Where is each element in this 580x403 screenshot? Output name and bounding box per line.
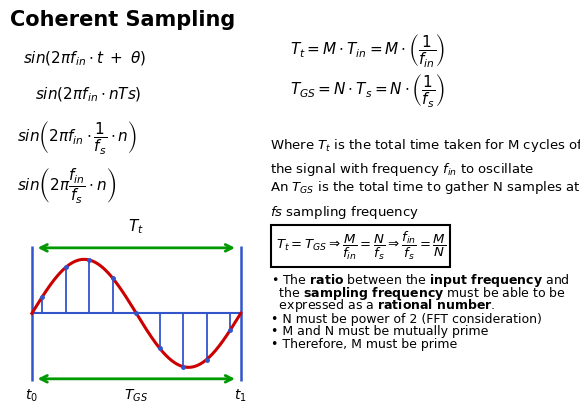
Text: $sin(2\pi f_{in} \cdot t \ + \ \theta)$: $sin(2\pi f_{in} \cdot t \ + \ \theta)$ [23, 49, 147, 68]
Text: expressed as a $\mathbf{rational\ number}$.: expressed as a $\mathbf{rational\ number… [271, 297, 495, 314]
Text: $T_{GS} = N \cdot T_s = N \cdot \left(\dfrac{1}{f_s}\right)$: $T_{GS} = N \cdot T_s = N \cdot \left(\d… [290, 72, 444, 109]
Text: $sin\left(2\pi \dfrac{f_{in}}{f_s} \cdot n\right)$: $sin\left(2\pi \dfrac{f_{in}}{f_s} \cdot… [17, 166, 117, 205]
Text: Where $T_t$ is the total time taken for M cycles of
the signal with frequency $f: Where $T_t$ is the total time taken for … [270, 137, 580, 178]
Text: • N must be power of 2 (FFT consideration): • N must be power of 2 (FFT consideratio… [271, 313, 542, 326]
Text: the $\mathbf{sampling\ frequency}$ must be able to be: the $\mathbf{sampling\ frequency}$ must … [271, 285, 566, 302]
Text: $t_0$: $t_0$ [26, 388, 38, 403]
Text: • M and N must be mutually prime: • M and N must be mutually prime [271, 325, 488, 338]
Text: • Therefore, M must be prime: • Therefore, M must be prime [271, 338, 457, 351]
Text: Coherent Sampling: Coherent Sampling [10, 10, 235, 30]
Text: An $T_{GS}$ is the total time to gather N samples at
$fs$ sampling frequency: An $T_{GS}$ is the total time to gather … [270, 179, 580, 220]
Text: $sin(2\pi f_{in} \cdot nTs)$: $sin(2\pi f_{in} \cdot nTs)$ [35, 85, 142, 104]
Text: $T_{GS}$: $T_{GS}$ [124, 388, 148, 403]
Text: $t_1$: $t_1$ [234, 388, 247, 403]
Text: $sin\left(2\pi f_{in} \cdot \dfrac{1}{f_s} \cdot n\right)$: $sin\left(2\pi f_{in} \cdot \dfrac{1}{f_… [17, 118, 137, 156]
Text: $T_t = M \cdot T_{in} = M \cdot \left(\dfrac{1}{f_{in}}\right)$: $T_t = M \cdot T_{in} = M \cdot \left(\d… [290, 32, 445, 69]
Text: • The $\mathbf{ratio}$ between the $\mathbf{input\ frequency}$ and: • The $\mathbf{ratio}$ between the $\mat… [271, 272, 570, 289]
Text: $T_t$: $T_t$ [128, 217, 144, 236]
Text: $T_t = T_{GS} \Rightarrow \dfrac{M}{f_{in}} = \dfrac{N}{f_s}\Rightarrow \dfrac{f: $T_t = T_{GS} \Rightarrow \dfrac{M}{f_{i… [276, 230, 445, 262]
